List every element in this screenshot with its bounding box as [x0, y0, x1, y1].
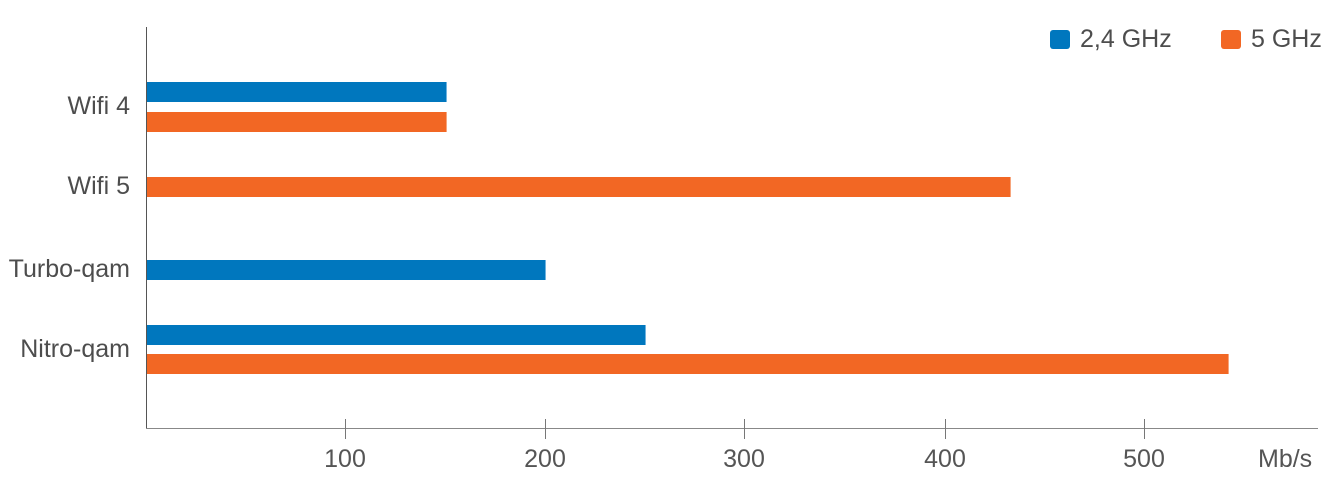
legend-item-2-4ghz[interactable]: 2,4 GHz	[1050, 24, 1172, 53]
legend-swatch-orange-icon	[1221, 29, 1241, 49]
legend-item-5ghz[interactable]: 5 GHz	[1221, 24, 1322, 53]
x-tick-label: 100	[324, 445, 366, 473]
x-axis-unit-label: Mb/s	[1258, 445, 1313, 473]
category-label-nitro-qam: Nitro-qam	[20, 335, 130, 363]
bar-turbo-qam-2-4ghz[interactable]	[147, 260, 546, 280]
category-label-wifi5: Wifi 5	[67, 172, 131, 200]
x-tick-300	[744, 419, 745, 439]
x-tick-label: 200	[524, 445, 566, 473]
x-tick-label: 300	[723, 445, 765, 473]
bar-wifi4-2-4ghz[interactable]	[147, 82, 447, 102]
bar-nitro-qam-5ghz[interactable]	[147, 354, 1229, 374]
bar-wifi5-5ghz[interactable]	[147, 177, 1011, 197]
legend-label: 2,4 GHz	[1080, 24, 1172, 53]
x-tick-label: 400	[924, 445, 966, 473]
x-tick-100	[345, 419, 346, 439]
y-axis-line	[146, 27, 147, 429]
bar-wifi4-5ghz[interactable]	[147, 112, 447, 132]
category-label-turbo-qam: Turbo-qam	[8, 255, 130, 283]
x-tick-400	[945, 419, 946, 439]
bar-nitro-qam-2-4ghz[interactable]	[147, 325, 646, 345]
x-tick-200	[545, 419, 546, 439]
legend-swatch-blue-icon	[1050, 29, 1070, 49]
x-tick-label: 500	[1123, 445, 1165, 473]
legend-label: 5 GHz	[1251, 24, 1322, 53]
category-label-wifi4: Wifi 4	[67, 92, 131, 120]
x-axis-line	[146, 428, 1318, 429]
x-tick-500	[1144, 419, 1145, 439]
